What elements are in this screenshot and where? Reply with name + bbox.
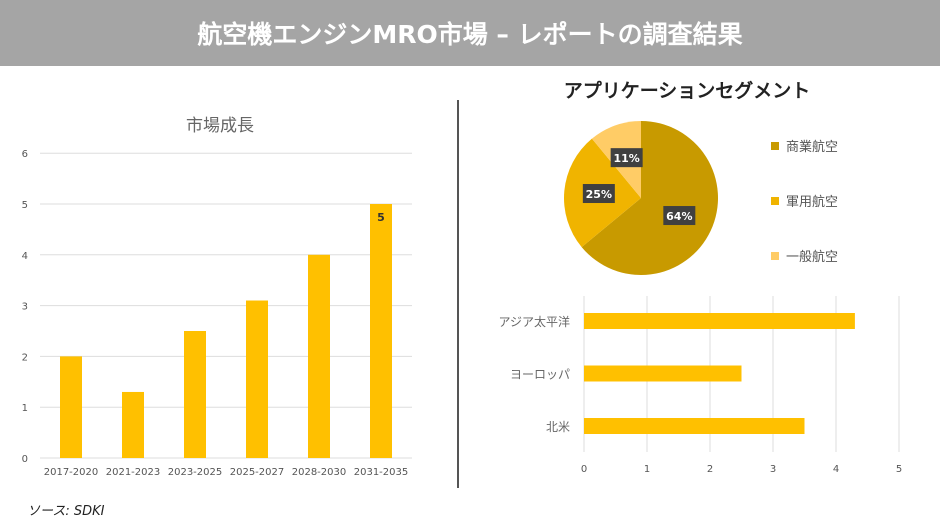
legend-swatch xyxy=(771,252,779,260)
bar xyxy=(246,300,268,458)
x-tick-label: 1 xyxy=(644,464,650,475)
y-tick-label: 1 xyxy=(22,403,28,414)
y-tick-label: 0 xyxy=(22,454,28,465)
y-tick-label: 3 xyxy=(22,302,28,313)
legend-swatch xyxy=(771,142,779,150)
x-tick-label: 2031-2035 xyxy=(354,467,409,478)
bar xyxy=(308,254,330,458)
bar xyxy=(60,356,82,458)
data-label: 11% xyxy=(613,152,639,165)
y-tick-label: アジア太平洋 xyxy=(498,314,570,329)
divider xyxy=(457,100,459,488)
chart-title: 市場成長 xyxy=(186,116,254,136)
bar xyxy=(370,204,392,458)
legend-label: 商業航空 xyxy=(786,139,838,155)
source-note: ソース: SDKI xyxy=(27,504,105,519)
x-tick-label: 2017-2020 xyxy=(44,467,99,478)
page-title: 航空機エンジンMRO市場 – レポートの調査結果 xyxy=(0,0,940,66)
data-label-box xyxy=(663,206,696,226)
y-tick-label: ヨーロッパ xyxy=(510,368,570,382)
bar xyxy=(184,331,206,458)
x-tick-label: 0 xyxy=(581,464,587,475)
data-label: 64% xyxy=(666,210,692,223)
x-tick-label: 2023-2025 xyxy=(168,467,223,478)
bar xyxy=(584,418,805,434)
legend-label: 一般航空 xyxy=(786,249,838,265)
y-tick-label: 6 xyxy=(22,149,28,160)
y-tick-label: 北米 xyxy=(546,420,570,434)
x-tick-label: 3 xyxy=(770,464,776,475)
x-tick-label: 2028-2030 xyxy=(292,467,347,478)
data-label: 25% xyxy=(586,188,612,201)
pie-slice xyxy=(581,121,719,275)
x-tick-label: 2 xyxy=(707,464,713,475)
data-label-box xyxy=(610,148,643,168)
legend-swatch xyxy=(771,197,779,205)
x-tick-label: 2025-2027 xyxy=(230,467,285,478)
x-tick-label: 5 xyxy=(896,464,902,475)
y-tick-label: 5 xyxy=(22,200,28,211)
bar xyxy=(122,391,144,458)
data-label-box xyxy=(582,184,615,204)
y-tick-label: 2 xyxy=(22,352,28,363)
data-label: 5 xyxy=(377,211,385,224)
chart-title: アプリケーションセグメント xyxy=(564,79,811,102)
y-tick-label: 4 xyxy=(22,251,28,262)
x-tick-label: 2021-2023 xyxy=(106,467,161,478)
bar xyxy=(584,365,742,382)
bar xyxy=(584,313,855,329)
x-tick-label: 4 xyxy=(833,464,839,475)
legend-label: 軍用航空 xyxy=(786,194,838,210)
